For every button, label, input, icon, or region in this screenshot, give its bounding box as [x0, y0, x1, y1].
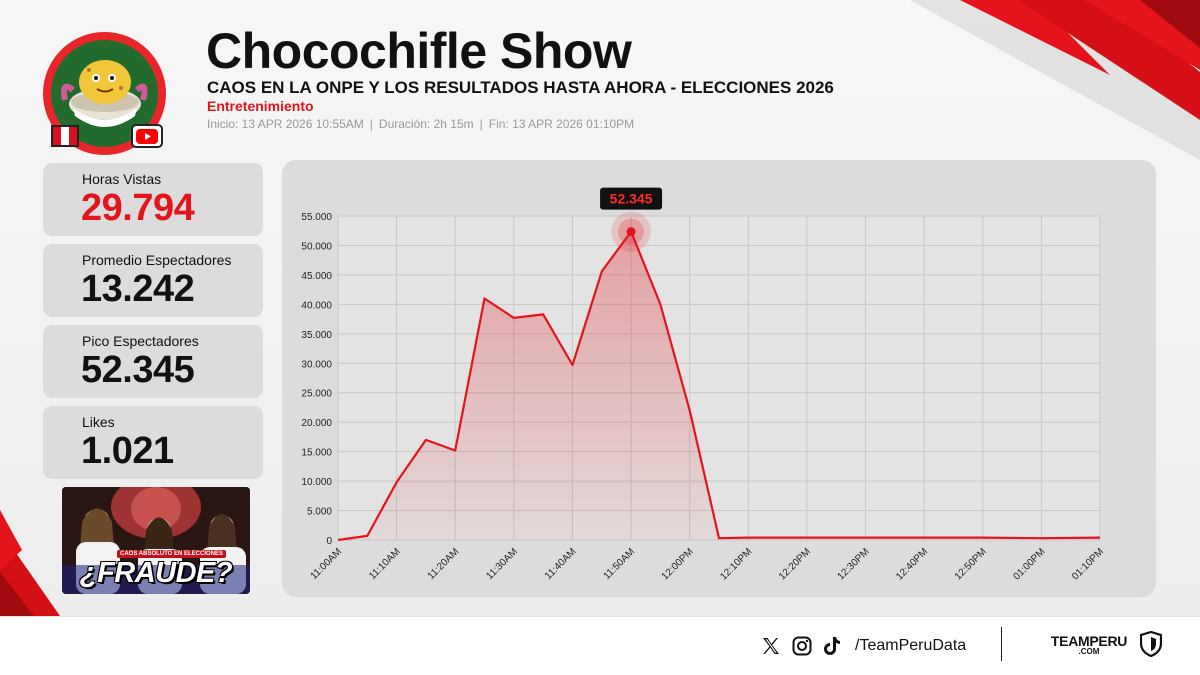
brand-logo[interactable]: TEAMPERU .COM	[1041, 633, 1137, 656]
viewers-chart-panel: 0 5.000 10.000 15.000 20.000 25.000 30.000 35.0…	[282, 160, 1156, 597]
x-tick-label: 12:00PM	[660, 546, 696, 582]
stat-value: 52.345	[81, 349, 195, 391]
y-tick-label: 20.000	[301, 418, 332, 429]
stat-card-average-viewers: Promedio Espectadores 13.242	[43, 244, 263, 317]
viewers-chart: 0 5.000 10.000 15.000 20.000 25.000 30.000 35.0…	[301, 187, 1106, 582]
youtube-icon	[131, 124, 163, 148]
meta-separator: |	[369, 117, 373, 131]
stat-card-hours-watched: Horas Vistas 29.794	[43, 163, 263, 236]
x-tick-label: 01:10PM	[1070, 546, 1106, 582]
brand-name: TEAMPERU	[1050, 633, 1128, 649]
channel-title: Chocochifle Show	[206, 23, 632, 79]
channel-avatar[interactable]	[43, 32, 166, 155]
x-tick-label: 12:40PM	[894, 546, 930, 582]
x-tick-label: 12:10PM	[718, 546, 754, 582]
brand-domain: .COM	[1078, 647, 1100, 656]
bottom-left-decoration	[0, 510, 60, 616]
shield-icon	[1140, 631, 1162, 657]
x-tick-label: 01:00PM	[1011, 546, 1047, 582]
instagram-icon[interactable]	[790, 634, 814, 658]
y-tick-label: 55.000	[301, 212, 332, 223]
stream-meta: Inicio: 13 APR 2026 10:55AM | Duración: 2h…	[207, 117, 634, 131]
x-tick-label: 11:30AM	[484, 546, 520, 582]
y-tick-label: 35.000	[301, 330, 332, 341]
x-tick-label: 12:30PM	[836, 546, 872, 582]
stat-label: Pico Espectadores	[82, 333, 199, 349]
y-tick-label: 40.000	[301, 300, 332, 311]
tiktok-icon[interactable]	[820, 634, 844, 658]
footer-divider	[1001, 627, 1002, 661]
meta-duration: Duración: 2h 15m	[378, 117, 474, 131]
stream-title: CAOS EN LA ONPE Y LOS RESULTADOS HASTA A…	[207, 78, 834, 97]
peak-label: 52.345	[610, 191, 653, 207]
stat-label: Likes	[82, 414, 115, 430]
x-tick-label: 11:50AM	[602, 546, 638, 582]
y-tick-label: 50.000	[301, 241, 332, 252]
meta-separator: |	[479, 117, 483, 131]
stream-category: Entretenimiento	[207, 98, 314, 114]
stat-label: Horas Vistas	[82, 171, 162, 187]
stat-card-likes: Likes 1.021	[43, 406, 263, 479]
thumbnail-headline: ¿FRAUDE?	[79, 557, 233, 589]
video-thumbnail[interactable]: CAOS ABSOLUTO EN ELECCIONES ¿FRAUDE?	[62, 487, 250, 594]
footer	[0, 616, 1200, 675]
viewers-area-fill	[338, 231, 1100, 540]
stat-value: 1.021	[81, 430, 174, 472]
x-tick-label: 11:10AM	[367, 546, 403, 582]
stat-value: 13.242	[81, 268, 195, 310]
y-tick-label: 15.000	[301, 448, 332, 459]
x-logo-icon[interactable]	[759, 634, 783, 658]
meta-end: Fin: 13 APR 2026 01:10PM	[488, 117, 635, 131]
peak-label-box	[600, 187, 663, 210]
x-tick-label: 11:00AM	[309, 546, 345, 582]
stat-value: 29.794	[81, 187, 195, 229]
y-tick-label: 30.000	[301, 359, 332, 370]
y-tick-label: 5.000	[307, 507, 332, 518]
thumbnail-image	[62, 487, 250, 594]
y-tick-label: 10.000	[301, 477, 332, 488]
x-tick-label: 11:20AM	[426, 546, 462, 582]
stat-card-peak-viewers: Pico Espectadores 52.345	[43, 325, 263, 398]
x-tick-label: 12:50PM	[953, 546, 989, 582]
thumbnail-tag: CAOS ABSOLUTO EN ELECCIONES	[117, 550, 227, 558]
y-tick-label: 45.000	[301, 271, 332, 282]
stat-label: Promedio Espectadores	[82, 252, 232, 268]
peru-flag-icon	[51, 125, 79, 147]
x-tick-label: 12:20PM	[777, 546, 813, 582]
y-tick-label: 0	[326, 536, 332, 547]
x-tick-label: 11:40AM	[543, 546, 579, 582]
top-right-decoration	[910, 0, 1200, 160]
meta-start: Inicio: 13 APR 2026 10:55AM	[207, 117, 364, 131]
avatar-image	[51, 40, 158, 147]
peak-point	[626, 227, 636, 237]
y-tick-label: 25.000	[301, 389, 332, 400]
social-handle[interactable]: /TeamPeruData	[855, 637, 967, 654]
